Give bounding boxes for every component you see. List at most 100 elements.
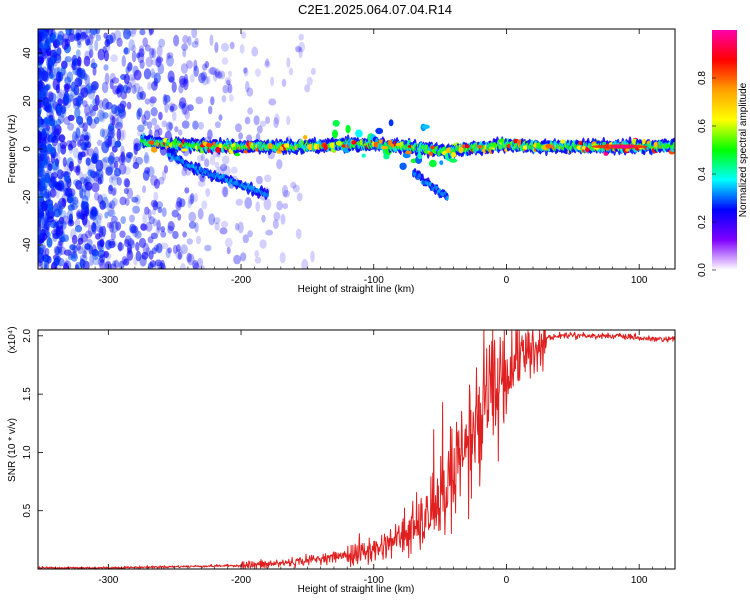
spectrogram-noise-blob [42, 98, 51, 106]
spectrogram-noise-blob [111, 215, 118, 224]
spectrogram-noise-blob [235, 123, 242, 133]
spectrogram-noise-blob [79, 258, 86, 269]
spectrogram-noise-blob [75, 261, 82, 269]
colorbar-tick-label: 0.8 [697, 71, 708, 85]
spectrogram-noise-blob [85, 131, 91, 140]
spectrogram-noise-blob [141, 114, 146, 125]
spectrogram-ridge [166, 147, 269, 200]
spectrogram-noise-blob [161, 207, 167, 218]
spectrogram-noise-blob [132, 142, 139, 155]
spectrogram-noise-blob [64, 76, 72, 85]
spectrogram-noise-blob [39, 229, 47, 237]
spectrogram-noise-blob [261, 214, 266, 223]
spectrogram-noise-blob [49, 67, 57, 78]
spectrogram-noise-blob [147, 209, 152, 220]
spectrogram-x-tick-label: 100 [631, 275, 648, 286]
spectrogram-noise-blob [172, 230, 179, 240]
spectrogram-peak [642, 138, 647, 145]
spectrogram-noise-blob [101, 128, 109, 139]
spectrogram-noise-blob [214, 222, 220, 231]
spectrogram-noise-blob [104, 260, 112, 269]
spectrogram-noise-blob [41, 100, 47, 111]
spectrogram-peak [151, 146, 158, 153]
spectrogram-noise-blob [74, 225, 83, 233]
spectrogram-noise-blob [38, 70, 43, 82]
spectrogram-noise-blob [155, 227, 160, 235]
spectrogram-ridge-band [445, 195, 449, 201]
spectrogram-noise-blob [87, 88, 96, 100]
spectrogram-noise-blob [61, 38, 69, 50]
spectrogram-side-blob [421, 124, 430, 130]
spectrogram-noise-blob [166, 52, 171, 60]
spectrogram-noise-blob [56, 34, 64, 46]
spectrogram-noise-blob [49, 175, 57, 183]
spectrogram-noise-blob [173, 34, 180, 47]
spectrogram-noise-blob [96, 225, 104, 233]
spectrogram-noise-blob [116, 88, 122, 98]
spectrogram-noise-blob [286, 57, 291, 68]
spectrogram-noise-blob [93, 146, 99, 159]
spectrogram-noise-blob [42, 131, 51, 144]
spectrogram-noise-blob [38, 130, 42, 140]
spectrogram-y-label: Frequency (Hz) [7, 115, 18, 184]
spectrogram-peak [430, 145, 436, 150]
spectrogram-noise-blob [131, 44, 137, 53]
spectrogram-noise-blob [273, 211, 281, 221]
snr-x-label: Height of straight line (km) [298, 584, 415, 595]
spectrogram-peak [507, 143, 511, 149]
spectrogram-noise-blob [276, 159, 283, 170]
spectrogram-noise-blob [120, 151, 126, 163]
spectrogram-noise-blob [41, 128, 46, 137]
spectrogram-noise-blob [111, 116, 116, 126]
spectrogram-noise-blob [153, 178, 160, 189]
spectrogram-noise-blob [95, 169, 102, 180]
spectrogram-peak [148, 140, 155, 145]
spectrogram-noise-blob [124, 238, 130, 247]
spectrogram-noise-blob [51, 135, 59, 147]
spectrogram-peak [381, 146, 389, 150]
spectrogram-noise-blob [281, 78, 287, 87]
spectrogram-noise-blob [218, 114, 223, 121]
spectrogram-noise-blob [63, 91, 70, 103]
spectrogram-noise-blob [101, 225, 107, 237]
spectrogram-ridge [139, 119, 675, 170]
spectrogram-noise-blob [148, 29, 155, 35]
spectrogram-noise-blob [207, 129, 213, 140]
spectrogram-noise-blob [114, 140, 122, 148]
spectrogram-noise-blob [152, 200, 159, 211]
spectrogram-noise-blob [38, 80, 42, 91]
spectrogram-noise-blob [43, 264, 48, 269]
spectrogram-side-blob [332, 129, 338, 139]
spectrogram-noise-blob [132, 161, 140, 170]
spectrogram-noise-blob [102, 112, 109, 119]
spectrogram-noise-blob [70, 203, 78, 210]
spectrogram-noise-blob [51, 160, 59, 171]
spectrogram-side-blob [388, 119, 394, 127]
spectrogram-peak [351, 140, 357, 145]
spectrogram-noise-blob [38, 165, 44, 178]
spectrogram-noise-blob [101, 141, 110, 154]
spectrogram-noise-blob [119, 260, 125, 269]
spectrogram-noise-blob [175, 200, 182, 211]
spectrogram-noise-blob [182, 48, 187, 58]
spectrogram-noise-blob [126, 187, 134, 199]
spectrogram-peak [603, 150, 609, 156]
spectrogram-noise-blob [214, 161, 220, 169]
spectrogram-noise-blob [107, 204, 115, 217]
snr-x-ticks: -300 -200 -100 0 100 [41, 330, 667, 586]
snr-marks [38, 330, 675, 569]
spectrogram-noise-blob [38, 165, 45, 177]
spectrogram-noise-blob [152, 218, 158, 227]
spectrogram-noise-blob [123, 258, 130, 266]
spectrogram-noise-blob [133, 82, 141, 93]
spectrogram-noise-blob [184, 187, 190, 194]
spectrogram-side-blob [375, 127, 384, 135]
spectrogram-noise-blob [86, 141, 92, 149]
spectrogram-noise-blob [47, 204, 54, 213]
spectrogram-noise-blob [52, 219, 60, 228]
spectrogram-noise-blob [38, 242, 43, 250]
spectrogram-noise-blob [108, 202, 113, 209]
spectrogram-noise-blob [82, 100, 88, 108]
spectrogram-noise-blob [75, 49, 81, 58]
spectrogram-noise-blob [224, 237, 233, 248]
